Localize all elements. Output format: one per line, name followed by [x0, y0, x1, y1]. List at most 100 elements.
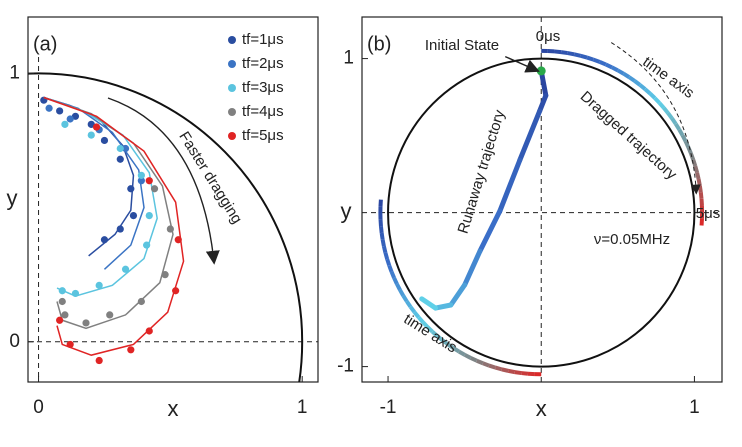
data-point: [122, 266, 129, 273]
time-axis-arc: [600, 62, 606, 65]
time-axis-arc: [664, 108, 668, 113]
data-point: [138, 298, 145, 305]
time-axis-arc: [581, 56, 587, 58]
time-axis-arc: [389, 265, 391, 271]
time-axis-arc: [606, 64, 612, 67]
data-point: [61, 121, 68, 128]
time-axis-arc: [502, 369, 508, 371]
data-point: [72, 290, 79, 297]
time-axis-arc: [701, 192, 702, 199]
time-axis-arc: [650, 93, 655, 98]
time-axis-arc: [465, 355, 471, 358]
time-axis-arc: [521, 373, 528, 374]
data-point: [82, 319, 89, 326]
time-axis-arc: [394, 278, 397, 284]
time-axis-arc: [381, 226, 382, 233]
data-point: [146, 212, 153, 219]
x-axis-label: x: [168, 396, 179, 421]
annotation: time axis: [639, 53, 697, 102]
legend-marker: [228, 60, 236, 68]
data-point: [117, 156, 124, 163]
legend-label: tf=3μs: [242, 79, 284, 96]
time-axis-arc: [471, 358, 477, 361]
y-tick-label: 1: [9, 62, 20, 83]
data-point: [96, 282, 103, 289]
time-axis-arc: [383, 240, 384, 247]
time-axis-arc: [489, 366, 495, 368]
time-axis-arc: [382, 233, 383, 240]
time-axis-arc: [574, 54, 580, 56]
data-point: [101, 236, 108, 243]
data-point: [88, 131, 95, 138]
time-axis-arc: [697, 173, 699, 179]
legend-label: tf=2μs: [242, 55, 284, 72]
data-point: [59, 287, 66, 294]
y-tick-label: 0: [9, 331, 20, 352]
legend-label: tf=1μs: [242, 31, 284, 48]
time-axis-arc: [483, 363, 489, 365]
time-axis-arc: [387, 259, 389, 265]
data-point: [56, 107, 63, 114]
x-tick-label: 1: [297, 397, 308, 418]
time-axis-arc: [695, 166, 697, 172]
x-tick-label: 1: [689, 397, 700, 418]
annotation: 0μs: [536, 28, 561, 45]
legend-marker: [228, 84, 236, 92]
data-point: [59, 298, 66, 305]
time-axis-arc: [645, 89, 650, 93]
data-point: [175, 236, 182, 243]
time-axis-arc: [629, 77, 634, 81]
time-axis-arc: [554, 51, 561, 52]
data-point: [93, 123, 100, 130]
x-tick-label: 0: [33, 397, 44, 418]
time-axis-arc: [612, 67, 618, 70]
data-point: [172, 287, 179, 294]
annotation: 5μs: [696, 205, 721, 222]
time-axis-arc: [384, 246, 386, 252]
legend-label: tf=4μs: [242, 103, 284, 120]
time-axis-arc: [407, 301, 411, 307]
time-axis-arc: [700, 186, 701, 193]
x-tick-label: -1: [380, 397, 397, 418]
data-point: [61, 311, 68, 318]
y-tick-label: -1: [337, 356, 354, 377]
time-axis-arc: [676, 124, 680, 130]
data-point: [146, 327, 153, 334]
time-axis-arc: [392, 272, 395, 278]
time-axis-arc: [561, 52, 568, 53]
time-axis-arc: [568, 53, 575, 54]
time-axis-arc: [397, 284, 400, 290]
time-axis-arc: [587, 58, 593, 60]
time-axis-arc: [683, 135, 686, 141]
time-axis-arc: [400, 290, 403, 296]
data-point: [167, 225, 174, 232]
time-axis-arc: [508, 371, 515, 372]
legend-marker: [228, 132, 236, 140]
time-axis-arc: [618, 70, 624, 73]
time-axis-arc: [635, 81, 640, 85]
initial-state: [537, 66, 546, 75]
time-axis-arc: [459, 352, 465, 355]
time-axis-arc: [672, 118, 676, 124]
data-point: [96, 357, 103, 364]
legend-label: tf=5μs: [242, 127, 284, 144]
data-point: [143, 242, 150, 249]
data-point: [151, 185, 158, 192]
data-point: [127, 185, 134, 192]
time-axis-arc: [515, 372, 522, 373]
data-point: [67, 341, 74, 348]
data-point: [117, 225, 124, 232]
time-axis-arc: [668, 113, 672, 118]
time-axis-arc: [659, 103, 663, 108]
y-axis-label: y: [341, 198, 352, 223]
y-axis-label: y: [7, 185, 18, 210]
time-axis-arc: [403, 296, 407, 302]
data-point: [161, 271, 168, 278]
data-point: [130, 212, 137, 219]
data-point: [117, 145, 124, 152]
legend-marker: [228, 36, 236, 44]
annotation: ν=0.05MHz: [594, 231, 670, 248]
data-point: [146, 177, 153, 184]
time-axis-arc: [385, 253, 387, 259]
